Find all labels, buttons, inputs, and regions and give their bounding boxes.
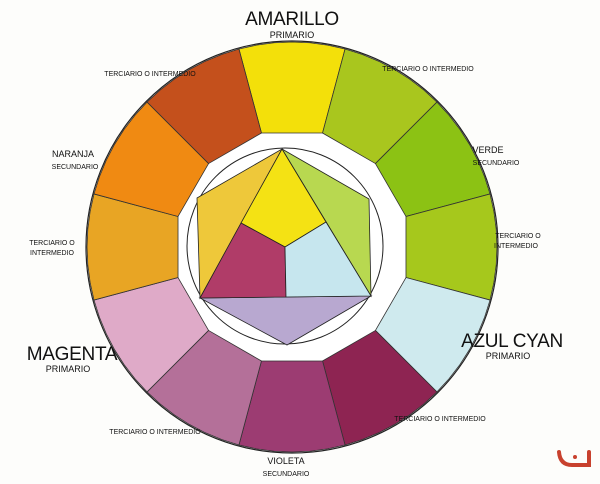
label-verde: VERDE [472,145,504,155]
label-tertiary-right-1: TERCIARIO O [495,233,541,240]
wheel-segment-tertiary-violet-magenta [146,329,262,446]
label-naranja: NARANJA [51,149,95,159]
label-tertiary-top-left: TERCIARIO O INTERMEDIO [104,71,196,78]
label-tertiary-left-1: TERCIARIO O [29,240,75,247]
label-amarillo: AMARILLO [245,9,339,30]
wheel-segment-magenta [93,277,210,393]
wheel-segment-naranja [93,101,210,217]
label-tertiary-left-2: INTERMEDIO [30,250,74,257]
label-azul-cyan-type: PRIMARIO [485,351,531,361]
wheel-segment-violeta [238,360,346,453]
wheel-segment-tertiary-cyan-violet [322,329,438,446]
triangle-cyan-part [284,221,372,298]
wheel-segment-tertiary-yellow-green [322,48,438,165]
wheel-segment-verde [374,101,491,217]
wheel-segment-azul-cyan [374,277,491,393]
wheel-segment-amarillo [238,41,346,134]
label-azul-cyan: AZUL CYAN [461,331,563,352]
label-naranja-type: SECUNDARIO [51,164,99,171]
label-amarillo-type: PRIMARIO [269,30,315,40]
label-tertiary-bottom-right: TERCIARIO O INTERMEDIO [394,416,486,423]
label-violeta-type: SECUNDARIO [262,471,310,478]
label-verde-type: SECUNDARIO [472,160,520,167]
label-tertiary-top-right: TERCIARIO O INTERMEDIO [382,66,474,73]
wheel-segment-tertiary-magenta-orange [86,193,179,301]
label-tertiary-right-2: INTERMEDIO [494,243,538,250]
label-magenta-type: PRIMARIO [45,364,91,374]
label-tertiary-bottom-left: TERCIARIO O INTERMEDIO [109,429,201,436]
wheel-segment-tertiary-green-cyan [405,193,498,301]
label-violeta: VIOLETA [267,456,305,466]
wheel-segment-tertiary-orange-yellow [146,48,262,165]
label-magenta: MAGENTA [26,344,118,365]
